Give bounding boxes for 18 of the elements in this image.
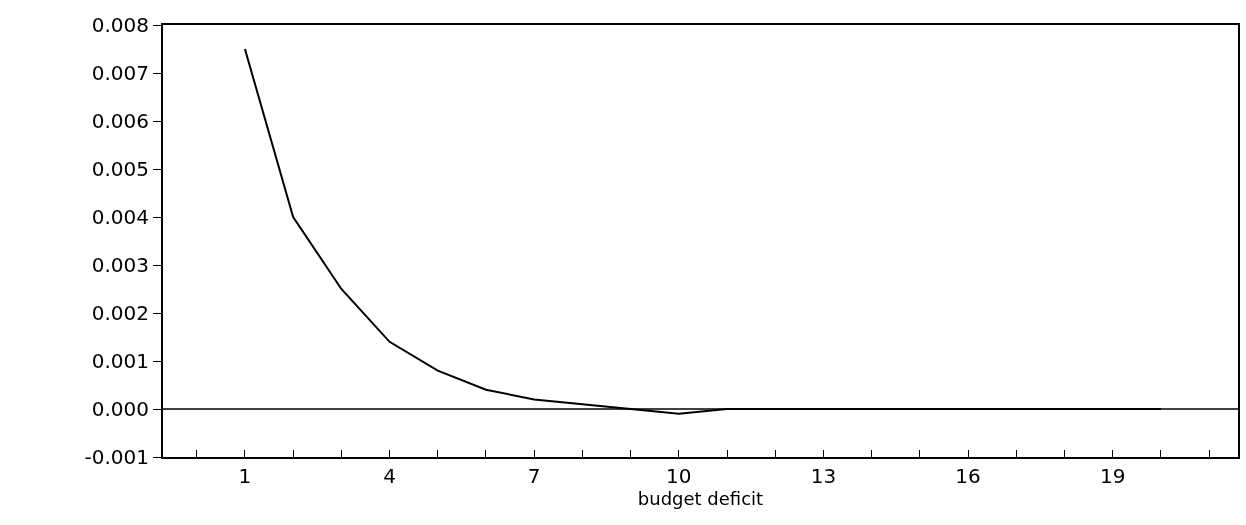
y-tick-label: -0.001 (84, 445, 149, 469)
y-tick-label: 0.005 (91, 157, 149, 181)
y-tick-label: 0.007 (91, 61, 149, 85)
y-tick-label: 0.004 (91, 205, 149, 229)
x-tick-label: 16 (955, 464, 981, 488)
y-tick-label: 0.008 (91, 13, 149, 37)
x-tick-label: 1 (238, 464, 252, 488)
x-tick-label: 13 (810, 464, 837, 488)
x-tick-label: 7 (527, 464, 541, 488)
x-tick-label: 4 (383, 464, 396, 488)
y-tick-label: 0.006 (91, 109, 149, 133)
y-tick-label: 0.003 (91, 253, 149, 277)
x-tick-label: 19 (1099, 464, 1126, 488)
y-tick-label: 0.002 (91, 301, 149, 325)
x-tick-label: 10 (666, 464, 692, 488)
y-tick-label: 0.001 (91, 349, 149, 373)
y-tick-label: 0.000 (91, 397, 149, 421)
x-axis-title: budget deficit (637, 488, 764, 509)
